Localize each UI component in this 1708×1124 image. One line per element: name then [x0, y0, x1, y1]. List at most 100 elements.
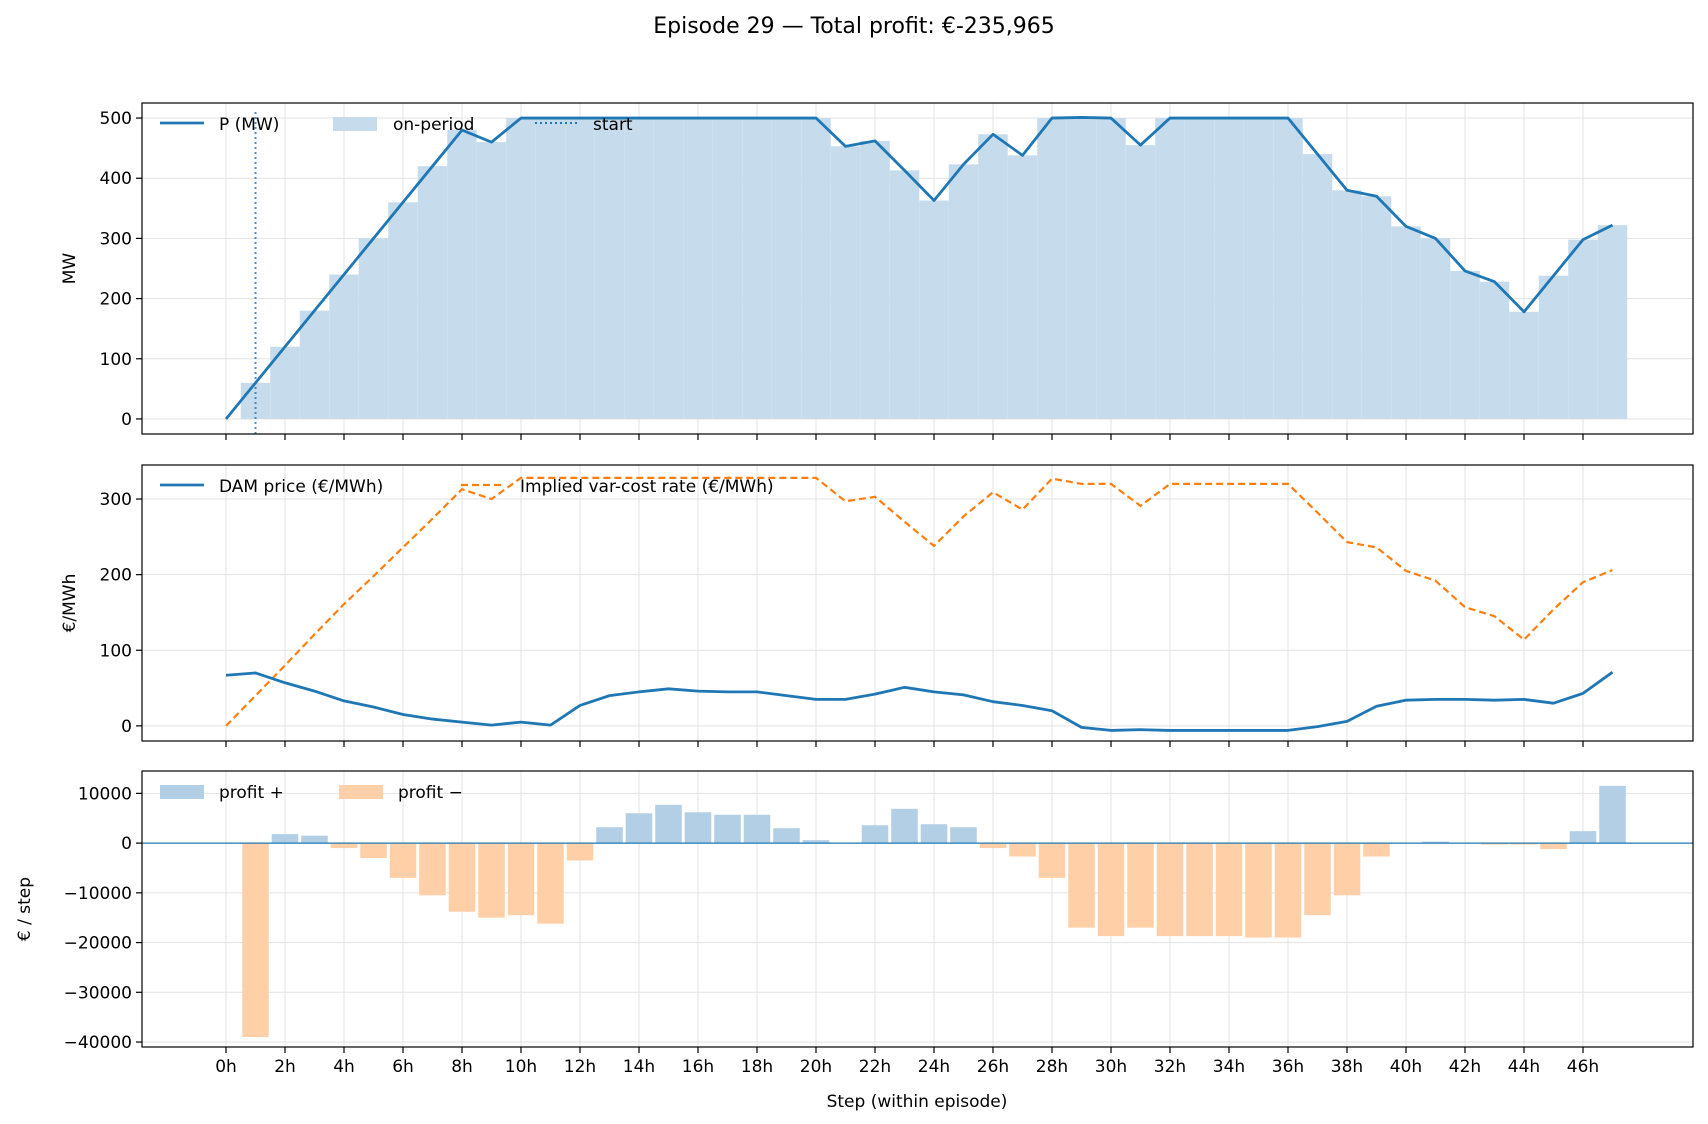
profit-positive-bar: [773, 828, 800, 844]
profit-negative-bar: [979, 843, 1007, 849]
on-period-bar: [1568, 239, 1598, 419]
price-panel: 0 100 200 300 €/MWh DAM price (€/MWh) Implied …: [60, 464, 1694, 747]
on-period-bar: [1479, 281, 1510, 419]
profit-negative-bar: [1363, 843, 1390, 857]
on-period-bar: [1096, 118, 1126, 419]
on-period-bar: [1391, 226, 1421, 419]
axes-frame: [141, 464, 1694, 742]
legend-swatch-negative: [339, 785, 383, 799]
x-tick-label: 6h: [392, 1057, 414, 1077]
y-tick-label: 500: [100, 109, 132, 129]
x-tick-label: 2h: [274, 1057, 296, 1077]
on-period-bar: [948, 164, 979, 419]
profit-positive-bar: [950, 827, 977, 844]
y-axis-label: €/MWh: [60, 574, 80, 633]
y-tick-label: 10000: [78, 784, 132, 804]
profit-positive-bar: [625, 813, 653, 844]
on-period-bar: [329, 274, 359, 419]
on-period-bar: [919, 200, 949, 419]
x-tick-label: 44h: [1508, 1057, 1540, 1077]
x-tick-label: 24h: [918, 1057, 950, 1077]
profit-negative-bar: [537, 843, 564, 924]
on-period-bar: [1066, 117, 1097, 419]
on-period-bar: [535, 118, 566, 419]
y-tick-label: 100: [100, 350, 132, 370]
profit-positive-bar: [920, 824, 948, 844]
profit-negative-bar: [1333, 843, 1361, 896]
on-period-bar: [417, 166, 448, 419]
on-period-bar: [1302, 154, 1333, 419]
on-period-bar: [889, 170, 920, 419]
on-period-bar: [771, 118, 802, 419]
legend-label: profit −: [398, 783, 463, 803]
profit-negative-bar: [448, 843, 476, 912]
y-tick-label: 0: [121, 834, 132, 854]
legend-label: start: [593, 115, 633, 135]
legend-label: profit +: [219, 783, 284, 803]
legend-swatch-bar: [333, 117, 377, 131]
x-tick-label: 42h: [1449, 1057, 1481, 1077]
x-tick-label: 4h: [333, 1057, 355, 1077]
profit-negative-bar: [242, 843, 269, 1038]
on-period-bar: [1538, 275, 1569, 419]
profit-positive-bar: [684, 812, 712, 844]
profit-positive-bar: [802, 840, 830, 844]
axes-frame: [141, 770, 1694, 1048]
x-tick-label: 40h: [1390, 1057, 1422, 1077]
y-tick-label: 0: [121, 717, 132, 737]
on-period-bar: [653, 118, 684, 419]
y-tick-label: 0: [121, 410, 132, 430]
profit-negative-bar: [507, 843, 535, 916]
x-tick-label: 30h: [1095, 1057, 1127, 1077]
on-period-bar: [447, 130, 477, 419]
profit-negative-bar: [478, 843, 505, 918]
profit-negative-bar: [1038, 843, 1066, 878]
on-period-bar: [506, 118, 536, 419]
profit-panel: 0h 2h 4h 6h 8h 10h 12h 14h 16h 18h 20h 22h 24h 26h 28h…: [15, 770, 1694, 1077]
x-tick-label: 22h: [859, 1057, 891, 1077]
x-tick-label: 20h: [800, 1057, 832, 1077]
legend-label: Implied var-cost rate (€/MWh): [520, 477, 774, 497]
x-tick-label: 0h: [215, 1057, 237, 1077]
profit-negative-bar: [1009, 843, 1036, 857]
dam-price-series-line: [225, 671, 1614, 732]
profit-positive-bar: [596, 827, 623, 844]
profit-negative-bar: [1245, 843, 1272, 938]
on-period-bar: [801, 118, 831, 419]
profit-negative-bar: [1156, 843, 1184, 937]
on-period-bar: [1007, 155, 1038, 419]
on-period-bar: [1214, 118, 1244, 419]
y-tick-label: −10000: [64, 884, 132, 904]
profit-positive-bar: [1569, 831, 1597, 844]
x-tick-label: 32h: [1154, 1057, 1186, 1077]
legend-label: DAM price (€/MWh): [219, 477, 383, 497]
x-tick-label: 14h: [623, 1057, 655, 1077]
on-period-bar: [830, 146, 861, 419]
x-tick-label: 16h: [682, 1057, 714, 1077]
profit-negative-bar: [1481, 843, 1508, 845]
profit-positive-bar: [301, 835, 328, 844]
x-tick-label: 26h: [977, 1057, 1009, 1077]
profit-negative-bar: [1186, 843, 1213, 937]
on-period-bar: [1597, 225, 1628, 419]
on-period-bar: [594, 118, 625, 419]
legend-label: P (MW): [219, 115, 279, 135]
y-tick-label: 200: [100, 290, 132, 310]
profit-negative-bar: [566, 843, 594, 861]
x-axis-label: Step (within episode): [827, 1092, 1008, 1112]
y-tick-label: 100: [100, 641, 132, 661]
x-tick-label: 36h: [1272, 1057, 1304, 1077]
y-tick-label: −40000: [64, 1033, 132, 1053]
on-period-bar: [1184, 118, 1215, 419]
on-period-bar: [299, 310, 330, 419]
profit-negative-bar: [1215, 843, 1243, 937]
on-period-bar: [1509, 311, 1539, 419]
axes-frame: [141, 102, 1694, 435]
y-tick-label: 400: [100, 169, 132, 189]
y-tick-label: 300: [100, 229, 132, 249]
on-period-bar: [742, 118, 772, 419]
legend-swatch-positive: [160, 785, 204, 799]
profit-positive-bar: [891, 808, 918, 844]
on-period-bar: [624, 118, 654, 419]
y-tick-label: 200: [100, 566, 132, 586]
